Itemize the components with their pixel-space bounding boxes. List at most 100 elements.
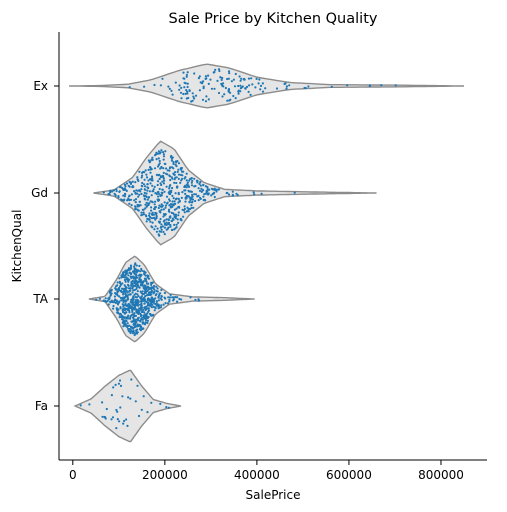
swarm-point-ex xyxy=(171,93,174,96)
swarm-point-ex xyxy=(194,94,198,97)
swarm-point-ta xyxy=(137,312,140,315)
swarm-point-ex xyxy=(234,72,237,76)
swarm-point-ex xyxy=(232,94,235,98)
swarm-point-ta xyxy=(132,332,135,335)
swarm-point-gd xyxy=(163,233,166,236)
swarm-point-fa xyxy=(116,418,119,421)
swarm-point-ta xyxy=(115,307,118,310)
swarm-point-gd xyxy=(174,192,177,195)
swarm-point-ta xyxy=(117,289,120,292)
swarm-point-ta xyxy=(145,319,148,322)
swarm-point-fa xyxy=(114,383,117,386)
swarm-point-ta xyxy=(133,265,136,268)
swarm-point-ex xyxy=(187,96,190,100)
swarm-point-ta xyxy=(168,300,171,303)
swarm-point-gd xyxy=(187,185,191,188)
swarm-point-gd xyxy=(157,150,160,153)
swarm-point-ta xyxy=(159,297,162,300)
swarm-point-ta xyxy=(122,271,125,274)
swarm-point-gd xyxy=(154,205,157,209)
swarm-point-gd xyxy=(210,194,213,197)
swarm-point-ta xyxy=(141,310,144,313)
swarm-point-fa xyxy=(88,403,91,406)
swarm-point-gd xyxy=(171,177,174,180)
swarm-point-gd xyxy=(169,224,172,227)
swarm-point-gd xyxy=(173,208,176,211)
swarm-point-ex xyxy=(241,85,244,88)
swarm-point-gd xyxy=(160,183,163,187)
swarm-point-fa xyxy=(112,386,115,389)
swarm-point-ta xyxy=(120,299,123,302)
swarm-point-gd xyxy=(126,182,129,185)
swarm-point-ta xyxy=(120,297,123,300)
swarm-point-ta xyxy=(137,316,140,319)
swarm-point-ex xyxy=(233,85,237,88)
swarm-point-ta xyxy=(139,300,143,303)
swarm-point-gd xyxy=(148,190,151,193)
swarm-point-gd xyxy=(147,179,150,182)
swarm-point-ta xyxy=(126,325,129,329)
swarm-point-gd xyxy=(170,189,173,192)
swarm-point-ex xyxy=(220,82,223,85)
swarm-point-ta xyxy=(124,311,127,314)
swarm-point-gd xyxy=(167,218,170,221)
swarm-point-ex xyxy=(264,87,267,90)
swarm-point-gd xyxy=(145,205,148,208)
swarm-point-gd xyxy=(160,149,163,152)
swarm-point-ta xyxy=(139,270,142,273)
swarm-point-ta xyxy=(154,302,157,306)
swarm-point-gd xyxy=(164,213,167,216)
y-tick-label-ta: TA xyxy=(32,292,48,306)
swarm-point-ta xyxy=(130,307,133,310)
swarm-point-ta xyxy=(115,299,118,302)
swarm-point-ta xyxy=(127,274,130,277)
swarm-point-gd xyxy=(149,171,152,174)
swarm-point-ta xyxy=(137,274,140,277)
swarm-point-gd xyxy=(199,197,202,200)
swarm-point-gd xyxy=(178,206,181,209)
swarm-point-gd xyxy=(227,193,231,196)
swarm-point-ex xyxy=(186,85,189,89)
swarm-point-gd xyxy=(173,178,176,181)
swarm-point-ta xyxy=(125,307,129,310)
swarm-point-gd xyxy=(156,165,160,168)
swarm-point-ta xyxy=(143,322,146,326)
swarm-point-ta xyxy=(132,295,135,298)
swarm-point-ta xyxy=(150,283,153,286)
swarm-point-ta xyxy=(194,298,197,301)
swarm-point-ta xyxy=(133,312,136,315)
swarm-point-ta xyxy=(153,288,156,291)
swarm-point-ex xyxy=(185,89,188,92)
swarm-point-gd xyxy=(173,181,176,184)
swarm-point-ta xyxy=(144,274,147,277)
swarm-point-ta xyxy=(114,301,117,304)
swarm-point-fa xyxy=(137,414,141,418)
swarm-point-ta xyxy=(132,329,135,332)
swarm-point-ta xyxy=(144,299,147,302)
swarm-point-ta xyxy=(143,302,146,305)
swarm-point-gd xyxy=(148,212,151,215)
swarm-point-ta xyxy=(120,314,124,318)
swarm-point-ex xyxy=(237,90,240,93)
swarm-point-ex xyxy=(255,77,258,80)
swarm-point-gd xyxy=(142,211,145,214)
swarm-point-ex xyxy=(198,75,201,78)
swarm-point-ex xyxy=(221,95,224,98)
swarm-point-ta xyxy=(148,291,151,294)
swarm-point-gd xyxy=(168,204,171,207)
swarm-point-ta xyxy=(158,294,161,297)
swarm-point-ta xyxy=(154,297,157,300)
swarm-point-ta xyxy=(155,285,158,288)
swarm-point-ta xyxy=(150,314,153,317)
swarm-point-gd xyxy=(119,186,122,189)
swarm-point-gd xyxy=(165,167,168,170)
swarm-point-gd xyxy=(149,182,152,185)
swarm-point-gd xyxy=(177,221,180,224)
swarm-point-fa xyxy=(118,379,122,382)
swarm-point-ta xyxy=(133,263,136,266)
swarm-point-gd xyxy=(177,191,180,194)
swarm-point-gd xyxy=(166,201,169,204)
swarm-point-gd xyxy=(102,191,105,194)
swarm-point-fa xyxy=(150,401,153,404)
swarm-point-ex xyxy=(204,100,208,103)
